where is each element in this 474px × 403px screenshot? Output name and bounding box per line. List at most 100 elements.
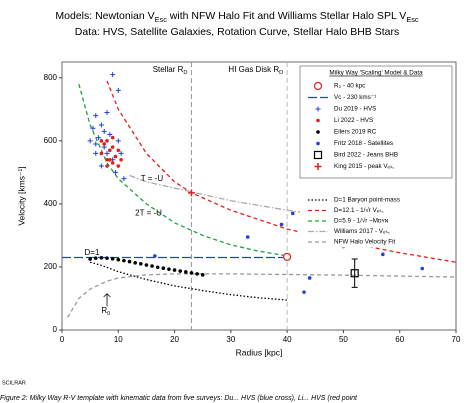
dot-marker <box>88 257 92 261</box>
reference-label-part: Stellar R <box>153 65 184 74</box>
cross-marker <box>112 169 118 175</box>
series-line <box>78 83 288 257</box>
x-tick-label: 70 <box>452 335 461 344</box>
dot-marker <box>116 164 121 168</box>
dot-marker <box>290 211 295 216</box>
dot-marker <box>99 255 104 260</box>
dot-marker <box>316 141 320 146</box>
ring-marker <box>283 252 292 261</box>
legend-label: King 2015 - peak Vₑₛ꜀ <box>334 163 394 170</box>
annotation: D=1 <box>85 248 100 257</box>
dot-marker <box>184 270 188 274</box>
dot-marker <box>105 139 109 143</box>
dot-marker <box>172 268 177 272</box>
y-tick-label: 800 <box>44 73 58 82</box>
dot-marker <box>302 290 306 294</box>
cross-marker <box>93 141 99 147</box>
dot-marker <box>113 154 118 159</box>
chart-title-part: Models: Newtonian V <box>55 10 154 22</box>
legend-label: D=5.9 - 1/√r ~Mᴅʏɴ <box>334 218 389 225</box>
dot-marker <box>108 148 112 153</box>
square-marker <box>313 150 323 160</box>
legend-label: NFW Halo Velocity Fit <box>334 239 395 246</box>
dot-marker <box>105 164 109 168</box>
dot-marker <box>316 118 320 123</box>
dot-marker <box>161 266 166 271</box>
legend-label: Li 2022 - HVS <box>334 117 373 124</box>
legend-label: Du 2019 - HVS <box>334 106 376 113</box>
legend-label: Fritz 2018 - Satellites <box>334 140 393 147</box>
dot-marker <box>116 148 121 153</box>
y-tick-label: 200 <box>44 262 58 271</box>
dot-marker <box>99 151 104 156</box>
reference-label-part: D <box>279 70 283 76</box>
x-tick-label: 40 <box>283 335 292 344</box>
x-tick-label: 20 <box>170 335 179 344</box>
y-tick-label: 0 <box>53 325 58 334</box>
dot-marker <box>153 254 157 258</box>
dot-marker <box>316 130 320 134</box>
square-marker <box>350 269 359 278</box>
plot-frame <box>61 61 457 331</box>
legend-label: D=1 Baryon point-mass <box>334 197 400 204</box>
cross-marker <box>96 135 102 141</box>
annotation: T = -U <box>141 174 164 183</box>
dot-marker <box>99 139 104 143</box>
legend-label: Eilers 2019 RC <box>334 129 377 136</box>
series-line <box>67 273 457 318</box>
cross-marker <box>87 138 93 144</box>
dot-marker <box>178 269 182 273</box>
legend-bg <box>300 205 452 216</box>
error-bar <box>351 258 358 288</box>
dot-marker <box>93 256 98 260</box>
chart-title: Data: HVS, Satellite Galaxies, Rotation … <box>75 26 399 38</box>
cross-marker <box>93 113 99 119</box>
caption: Figure 2: Milky Way R-V template with ki… <box>0 395 358 402</box>
legend-label: Williams 2017 - Vₑₛ꜀ <box>334 228 390 235</box>
ring-marker <box>313 81 323 91</box>
dot-marker <box>102 142 107 146</box>
legend-label: Vᴄ - 230 kms⁻¹ <box>334 94 376 101</box>
annotation-arrow <box>103 293 111 307</box>
reference-label-part: D <box>183 70 187 76</box>
legend-bg <box>300 237 452 248</box>
dot-marker <box>167 267 171 271</box>
cross-marker <box>115 138 121 144</box>
dot-marker <box>200 273 205 277</box>
chart-title-part: Data: HVS, Satellite Galaxies, Rotation … <box>75 26 399 38</box>
reference-label: HI Gas Disk RD <box>228 65 283 76</box>
x-axis-title: Radius [kpc] <box>236 347 283 357</box>
dot-marker <box>420 266 425 271</box>
dot-marker <box>189 271 194 275</box>
cross-marker <box>115 87 121 93</box>
annotation-part: R <box>101 306 107 315</box>
dot-marker <box>195 272 199 276</box>
x-tick-label: 10 <box>114 335 123 344</box>
cross-marker <box>98 163 104 169</box>
cross-marker <box>110 72 116 78</box>
cross-marker <box>90 125 96 131</box>
x-tick-label: 30 <box>226 335 235 344</box>
dot-marker <box>155 265 160 270</box>
annotation: 2T = -U <box>135 208 162 217</box>
cross-marker <box>98 122 104 128</box>
annotation: R0 <box>101 306 110 317</box>
reference-label-part: HI Gas Disk R <box>228 65 279 74</box>
legend-title: Milky Way 'Scaling' Model & Data <box>329 70 423 77</box>
cross-marker <box>107 132 113 138</box>
chart-title-part: with NFW Halo Fit and Williams Stellar H… <box>167 10 406 22</box>
legend-label: Bird 2022 - Jeans BHB <box>334 152 398 159</box>
dot-marker <box>245 235 250 239</box>
dot-marker <box>133 261 137 265</box>
annotation-part: 0 <box>107 312 110 318</box>
legend-label: R₀ - 40 kpc <box>334 83 365 90</box>
legend-label: D=12.1 - 1/√r Vₑₛ꜀ <box>334 207 384 214</box>
y-tick-label: 400 <box>44 199 58 208</box>
dot-marker <box>108 157 112 162</box>
legend-bg <box>300 195 452 206</box>
legend-bg <box>300 216 452 227</box>
y-tick-label: 600 <box>44 136 58 145</box>
chart-title-part: Esc <box>406 15 419 24</box>
